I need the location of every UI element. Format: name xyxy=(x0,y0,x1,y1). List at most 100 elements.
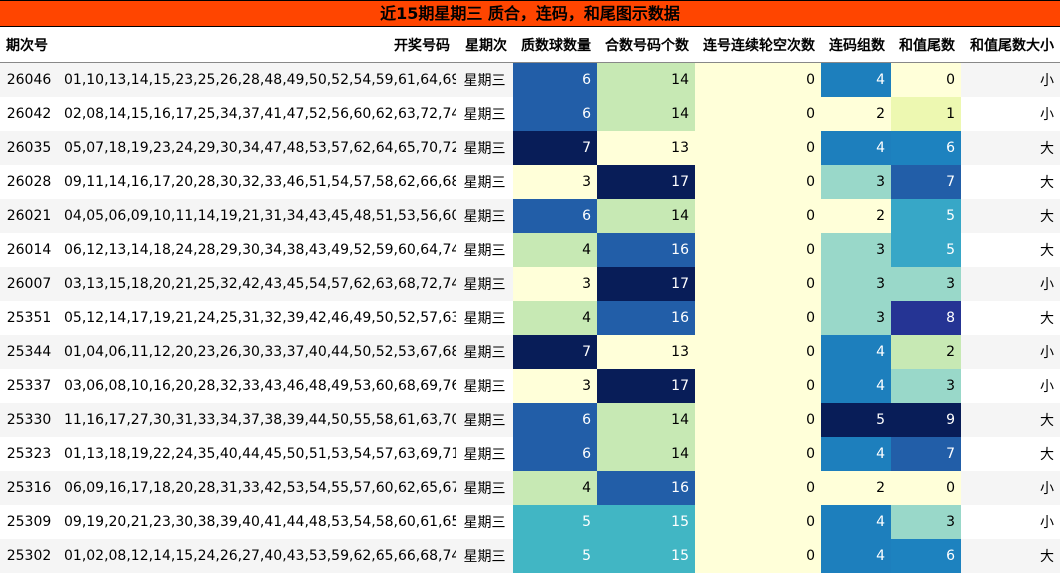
table-row: 26007 03,13,15,18,20,21,25,32,42,43,45,54… xyxy=(0,267,1060,301)
cell-sum-tail: 7 xyxy=(891,437,961,471)
cell-consecutive-groups: 4 xyxy=(821,437,891,471)
cell-weekday: 星期三 xyxy=(456,267,513,301)
cell-composite-count: 14 xyxy=(597,62,695,97)
cell-draw-numbers: 06,09,16,17,18,20,28,31,33,42,53,54,55,5… xyxy=(58,471,456,505)
cell-weekday: 星期三 xyxy=(456,505,513,539)
cell-consecutive-streak: 0 xyxy=(695,199,821,233)
cell-weekday: 星期三 xyxy=(456,199,513,233)
cell-consecutive-streak: 0 xyxy=(695,471,821,505)
cell-weekday: 星期三 xyxy=(456,539,513,573)
report-title: 近15期星期三 质合，连码，和尾图示数据 xyxy=(0,0,1060,27)
cell-prime-count: 4 xyxy=(513,233,597,267)
cell-consecutive-groups: 3 xyxy=(821,301,891,335)
cell-consecutive-groups: 2 xyxy=(821,97,891,131)
table-row: 25344 01,04,06,11,12,20,23,26,30,33,37,40… xyxy=(0,335,1060,369)
cell-sum-tail-size: 小 xyxy=(961,97,1060,131)
cell-issue: 26014 xyxy=(0,233,58,267)
cell-sum-tail-size: 小 xyxy=(961,62,1060,97)
cell-sum-tail-size: 大 xyxy=(961,301,1060,335)
cell-issue: 25337 xyxy=(0,369,58,403)
table-row: 26046 01,10,13,14,15,23,25,26,28,48,49,50… xyxy=(0,62,1060,97)
cell-consecutive-streak: 0 xyxy=(695,437,821,471)
table-row: 26021 04,05,06,09,10,11,14,19,21,31,34,43… xyxy=(0,199,1060,233)
col-header-sum-tail-size: 和值尾数大小 xyxy=(961,27,1060,63)
table-row: 25309 09,19,20,21,23,30,38,39,40,41,44,48… xyxy=(0,505,1060,539)
cell-weekday: 星期三 xyxy=(456,369,513,403)
cell-consecutive-groups: 5 xyxy=(821,403,891,437)
cell-consecutive-streak: 0 xyxy=(695,369,821,403)
cell-sum-tail: 5 xyxy=(891,233,961,267)
table-row: 25351 05,12,14,17,19,21,24,25,31,32,39,42… xyxy=(0,301,1060,335)
cell-draw-numbers: 04,05,06,09,10,11,14,19,21,31,34,43,45,4… xyxy=(58,199,456,233)
table-row: 25302 01,02,08,12,14,15,24,26,27,40,43,53… xyxy=(0,539,1060,573)
cell-prime-count: 3 xyxy=(513,267,597,301)
cell-composite-count: 16 xyxy=(597,233,695,267)
table-row: 25323 01,13,18,19,22,24,35,40,44,45,50,51… xyxy=(0,437,1060,471)
cell-draw-numbers: 01,13,18,19,22,24,35,40,44,45,50,51,53,5… xyxy=(58,437,456,471)
cell-weekday: 星期三 xyxy=(456,403,513,437)
cell-sum-tail: 3 xyxy=(891,505,961,539)
cell-consecutive-streak: 0 xyxy=(695,233,821,267)
cell-consecutive-streak: 0 xyxy=(695,165,821,199)
cell-draw-numbers: 11,16,17,27,30,31,33,34,37,38,39,44,50,5… xyxy=(58,403,456,437)
cell-prime-count: 6 xyxy=(513,62,597,97)
cell-sum-tail: 3 xyxy=(891,369,961,403)
cell-prime-count: 7 xyxy=(513,335,597,369)
cell-draw-numbers: 09,11,14,16,17,20,28,30,32,33,46,51,54,5… xyxy=(58,165,456,199)
cell-composite-count: 14 xyxy=(597,199,695,233)
cell-sum-tail: 6 xyxy=(891,131,961,165)
cell-prime-count: 5 xyxy=(513,539,597,573)
cell-composite-count: 13 xyxy=(597,131,695,165)
table-row: 26042 02,08,14,15,16,17,25,34,37,41,47,52… xyxy=(0,97,1060,131)
cell-composite-count: 15 xyxy=(597,539,695,573)
cell-weekday: 星期三 xyxy=(456,437,513,471)
cell-draw-numbers: 01,02,08,12,14,15,24,26,27,40,43,53,59,6… xyxy=(58,539,456,573)
cell-consecutive-groups: 2 xyxy=(821,471,891,505)
cell-prime-count: 3 xyxy=(513,369,597,403)
table-row: 26028 09,11,14,16,17,20,28,30,32,33,46,51… xyxy=(0,165,1060,199)
cell-sum-tail-size: 小 xyxy=(961,505,1060,539)
cell-weekday: 星期三 xyxy=(456,165,513,199)
cell-consecutive-groups: 3 xyxy=(821,267,891,301)
cell-sum-tail: 3 xyxy=(891,267,961,301)
cell-issue: 26046 xyxy=(0,62,58,97)
cell-consecutive-streak: 0 xyxy=(695,539,821,573)
cell-consecutive-groups: 2 xyxy=(821,199,891,233)
cell-issue: 26035 xyxy=(0,131,58,165)
cell-sum-tail: 7 xyxy=(891,165,961,199)
cell-consecutive-streak: 0 xyxy=(695,335,821,369)
cell-sum-tail-size: 小 xyxy=(961,471,1060,505)
cell-issue: 26007 xyxy=(0,267,58,301)
col-header-numbers: 开奖号码 xyxy=(58,27,456,63)
cell-prime-count: 6 xyxy=(513,199,597,233)
cell-consecutive-streak: 0 xyxy=(695,267,821,301)
cell-sum-tail: 2 xyxy=(891,335,961,369)
cell-sum-tail-size: 小 xyxy=(961,335,1060,369)
cell-issue: 26028 xyxy=(0,165,58,199)
cell-consecutive-groups: 4 xyxy=(821,539,891,573)
cell-consecutive-groups: 3 xyxy=(821,165,891,199)
cell-composite-count: 17 xyxy=(597,369,695,403)
cell-consecutive-groups: 4 xyxy=(821,505,891,539)
cell-consecutive-groups: 4 xyxy=(821,131,891,165)
cell-sum-tail-size: 大 xyxy=(961,539,1060,573)
cell-prime-count: 3 xyxy=(513,165,597,199)
cell-sum-tail: 0 xyxy=(891,471,961,505)
cell-issue: 25351 xyxy=(0,301,58,335)
cell-sum-tail-size: 大 xyxy=(961,403,1060,437)
table-row: 26035 05,07,18,19,23,24,29,30,34,47,48,53… xyxy=(0,131,1060,165)
col-header-sum-tail: 和值尾数 xyxy=(891,27,961,63)
cell-consecutive-groups: 4 xyxy=(821,335,891,369)
cell-prime-count: 7 xyxy=(513,131,597,165)
col-header-prime-count: 质数球数量 xyxy=(513,27,597,63)
cell-sum-tail-size: 大 xyxy=(961,131,1060,165)
cell-sum-tail: 9 xyxy=(891,403,961,437)
cell-weekday: 星期三 xyxy=(456,471,513,505)
col-header-issue: 期次号 xyxy=(0,27,58,63)
table-body: 26046 01,10,13,14,15,23,25,26,28,48,49,50… xyxy=(0,62,1060,573)
cell-prime-count: 4 xyxy=(513,301,597,335)
col-header-consecutive-groups: 连码组数 xyxy=(821,27,891,63)
cell-issue: 25323 xyxy=(0,437,58,471)
table-row: 25337 03,06,08,10,16,20,28,32,33,43,46,48… xyxy=(0,369,1060,403)
cell-issue: 25309 xyxy=(0,505,58,539)
